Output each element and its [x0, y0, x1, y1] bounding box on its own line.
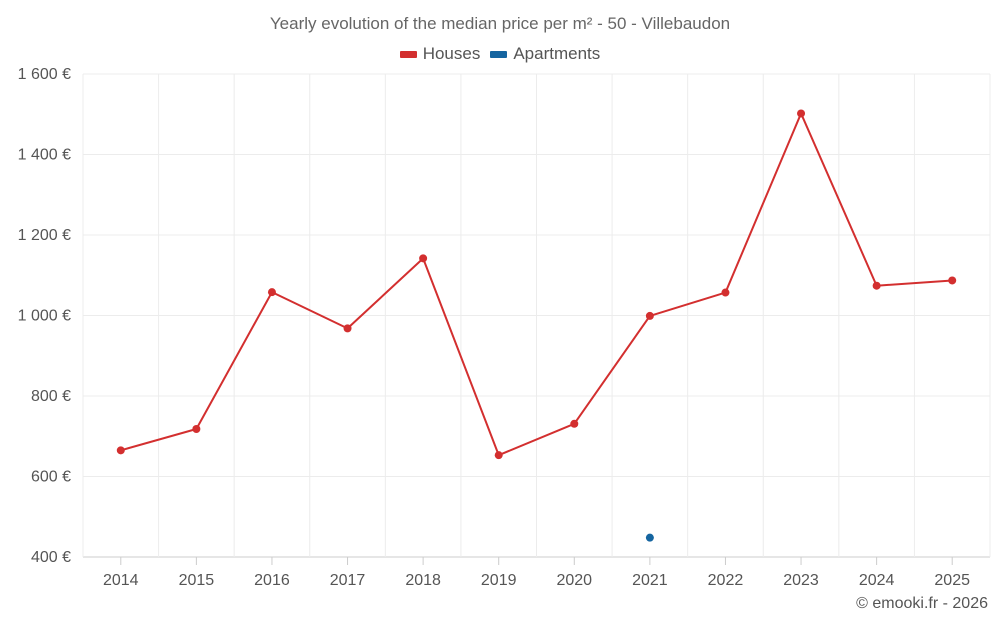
legend-item-apartments[interactable]: Apartments	[490, 44, 600, 64]
data-point-houses-2023[interactable]	[797, 109, 806, 118]
x-tick-label: 2021	[632, 572, 668, 589]
data-point-houses-2022[interactable]	[721, 288, 730, 297]
x-tick-label: 2019	[481, 572, 517, 589]
x-tick-label: 2023	[783, 572, 819, 589]
data-point-houses-2018[interactable]	[419, 254, 428, 263]
data-point-houses-2014[interactable]	[116, 446, 125, 455]
x-tick-label: 2025	[934, 572, 970, 589]
x-tick-label: 2022	[708, 572, 744, 589]
data-point-houses-2025[interactable]	[948, 276, 957, 285]
credits[interactable]: © emooki.fr - 2026	[856, 595, 988, 612]
x-tick-label: 2017	[330, 572, 366, 589]
legend-label-apartments: Apartments	[513, 44, 601, 63]
series-line-houses	[120, 112, 953, 457]
legend-label-houses: Houses	[422, 44, 481, 63]
data-point-houses-2017[interactable]	[343, 324, 352, 333]
data-point-apartments-2021[interactable]	[645, 533, 654, 542]
y-tick-label: 1 200 €	[18, 227, 71, 244]
y-tick-label: 1 400 €	[18, 147, 71, 164]
x-tick-label: 2018	[405, 572, 441, 589]
data-point-houses-2016[interactable]	[267, 288, 276, 297]
y-tick-label: 800 €	[31, 388, 71, 405]
x-tick-label: 2020	[556, 572, 592, 589]
data-point-houses-2015[interactable]	[192, 425, 201, 434]
y-tick-label: 1 600 €	[18, 66, 71, 83]
legend: Houses Apartments	[0, 44, 1000, 64]
legend-swatch-houses	[399, 50, 417, 58]
y-tick-label: 600 €	[31, 469, 71, 486]
data-point-houses-2021[interactable]	[645, 311, 654, 320]
legend-swatch-apartments	[490, 50, 508, 58]
x-tick-label: 2014	[103, 572, 139, 589]
y-tick-label: 1 000 €	[18, 308, 71, 325]
legend-item-houses[interactable]: Houses	[399, 44, 481, 64]
data-point-houses-2020[interactable]	[570, 419, 579, 428]
y-tick-label: 400 €	[31, 549, 71, 566]
x-tick-label: 2016	[254, 572, 290, 589]
x-tick-label: 2015	[179, 572, 215, 589]
x-tick-label: 2024	[859, 572, 895, 589]
data-point-houses-2019[interactable]	[494, 451, 503, 460]
data-point-houses-2024[interactable]	[872, 281, 881, 290]
chart-title: Yearly evolution of the median price per…	[269, 14, 731, 33]
